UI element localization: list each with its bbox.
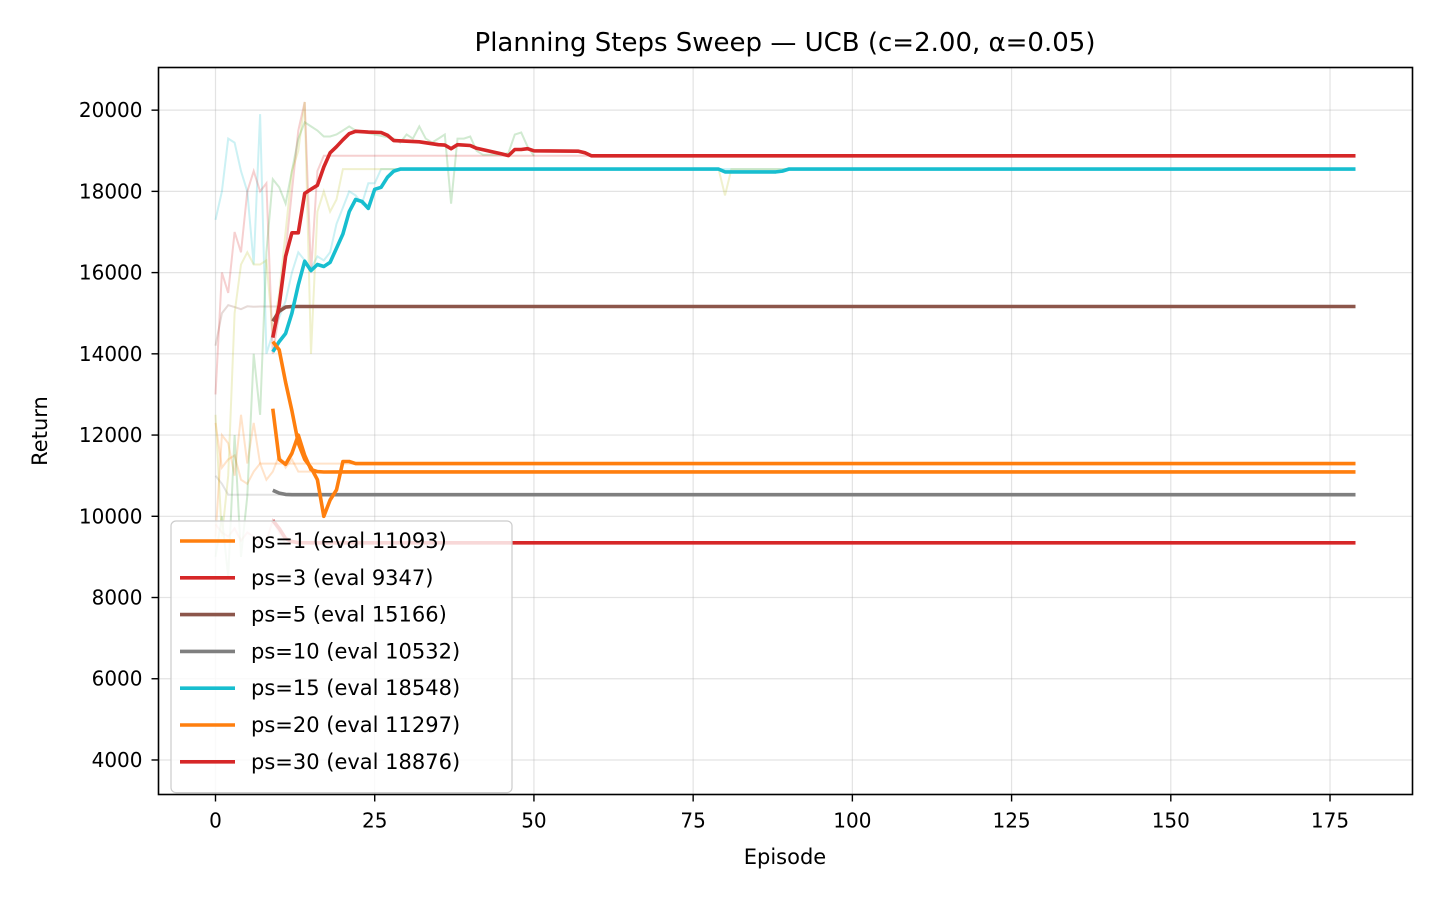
y-tick-label: 6000 [92, 667, 143, 691]
y-tick-label: 10000 [79, 504, 143, 528]
raw-trace [214, 114, 1356, 355]
x-tick-label: 75 [680, 809, 705, 833]
y-axis-label: Return [28, 396, 52, 466]
series-line [271, 167, 1356, 353]
x-tick-label: 175 [1311, 809, 1349, 833]
series-line [272, 488, 1356, 497]
series-line [271, 129, 1356, 338]
legend-label: ps=20 (eval 11297) [251, 713, 460, 737]
y-axis: 4000 6000 8000 10000 12000 14000 16000 18000 200… [79, 98, 159, 772]
y-tick-label: 20000 [79, 98, 143, 122]
y-tick-label: 16000 [79, 261, 143, 285]
x-tick-label: 150 [1152, 809, 1190, 833]
raw-trace [214, 422, 1356, 486]
x-tick-label: 0 [209, 809, 222, 833]
x-tick-label: 50 [521, 809, 546, 833]
raw-trace [214, 303, 1356, 346]
y-tick-label: 18000 [79, 179, 143, 203]
legend-label: ps=10 (eval 10532) [251, 639, 460, 663]
legend-label: ps=3 (eval 9347) [251, 566, 433, 590]
legend-label: ps=30 (eval 18876) [251, 750, 460, 774]
y-tick-label: 8000 [92, 586, 143, 610]
x-axis-label: Episode [744, 845, 826, 869]
series-line [271, 304, 1356, 323]
chart-title: Planning Steps Sweep — UCB (c=2.00, α=0.… [475, 28, 1096, 58]
x-tick-label: 25 [362, 809, 387, 833]
plot-frame [157, 66, 1414, 796]
y-tick-label: 4000 [92, 748, 143, 772]
y-tick-label: 14000 [79, 342, 143, 366]
series-line [271, 340, 1356, 519]
x-axis: 0 25 50 75 100 125 150 175 [209, 794, 1349, 833]
legend-label: ps=1 (eval 11093) [251, 529, 447, 553]
legend: ps=1 (eval 11093) ps=3 (eval 9347) ps=5 (e… [170, 520, 513, 794]
y-tick-label: 12000 [79, 423, 143, 447]
raw-trace [214, 475, 1356, 496]
legend-box [170, 520, 513, 794]
legend-label: ps=15 (eval 18548) [251, 676, 460, 700]
x-tick-label: 100 [833, 809, 871, 833]
raw-trace [214, 414, 1356, 537]
plot-area [214, 101, 1356, 578]
raw-trace [214, 101, 1356, 395]
legend-label: ps=5 (eval 15166) [251, 603, 447, 627]
x-tick-label: 125 [992, 809, 1030, 833]
